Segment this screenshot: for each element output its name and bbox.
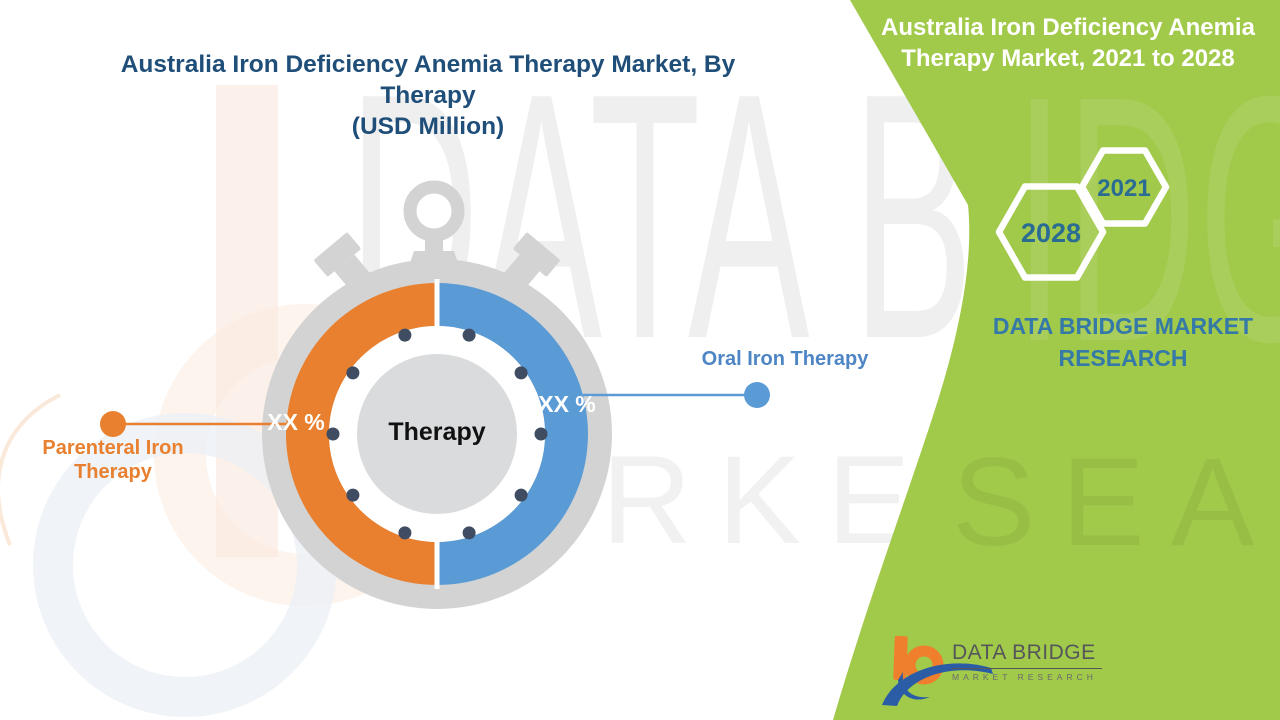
donut-center-label: Therapy bbox=[388, 418, 486, 446]
hexagon-2028 bbox=[995, 183, 1107, 281]
logo-d-hook bbox=[898, 672, 930, 700]
green-panel bbox=[833, 0, 1280, 720]
segment-parenteral-iron-therapy[interactable] bbox=[286, 283, 437, 585]
stopwatch-crown-stem bbox=[425, 234, 443, 256]
brand-name-text: DATA BRIDGE MARKET RESEARCH bbox=[992, 313, 1254, 371]
logo-b-bar bbox=[893, 635, 908, 681]
value-label-oral: XX % bbox=[538, 391, 596, 417]
logo-b-bowl bbox=[904, 645, 944, 685]
year-2021: 2021 bbox=[1097, 175, 1151, 202]
panel-watermark-row2: SEARCH bbox=[952, 433, 1280, 572]
year-2028: 2028 bbox=[1020, 218, 1082, 248]
watermark-orange-arc bbox=[0, 393, 61, 546]
panel-title: Australia Iron Deficiency Anemia Therapy… bbox=[881, 14, 1255, 72]
legend-label-oral: Oral Iron Therapy bbox=[701, 348, 869, 370]
watch-face-dots bbox=[326, 328, 548, 540]
logo-name: DATA BRIDGE bbox=[952, 641, 1102, 669]
chart-title: Australia Iron Deficiency Anemia Therapy… bbox=[120, 51, 736, 140]
dbmr-logo-mark bbox=[882, 635, 993, 706]
legend-dot-oral bbox=[744, 382, 770, 408]
value-label-parenteral: XX % bbox=[267, 409, 325, 435]
legend-dot-parenteral bbox=[100, 411, 126, 437]
segment-oral-iron-therapy[interactable] bbox=[437, 283, 588, 585]
hexagon-2021 bbox=[1078, 147, 1170, 227]
legend-label-parenteral: Parenteral Iron Therapy bbox=[42, 437, 184, 483]
watermark-swoosh bbox=[33, 413, 337, 717]
center-circle bbox=[357, 354, 517, 514]
dbmr-logo-text: DATA BRIDGE MARKET RESEARCH bbox=[952, 641, 1102, 682]
logo-d-swoosh bbox=[882, 663, 993, 706]
logo-tagline: MARKET RESEARCH bbox=[952, 672, 1097, 682]
